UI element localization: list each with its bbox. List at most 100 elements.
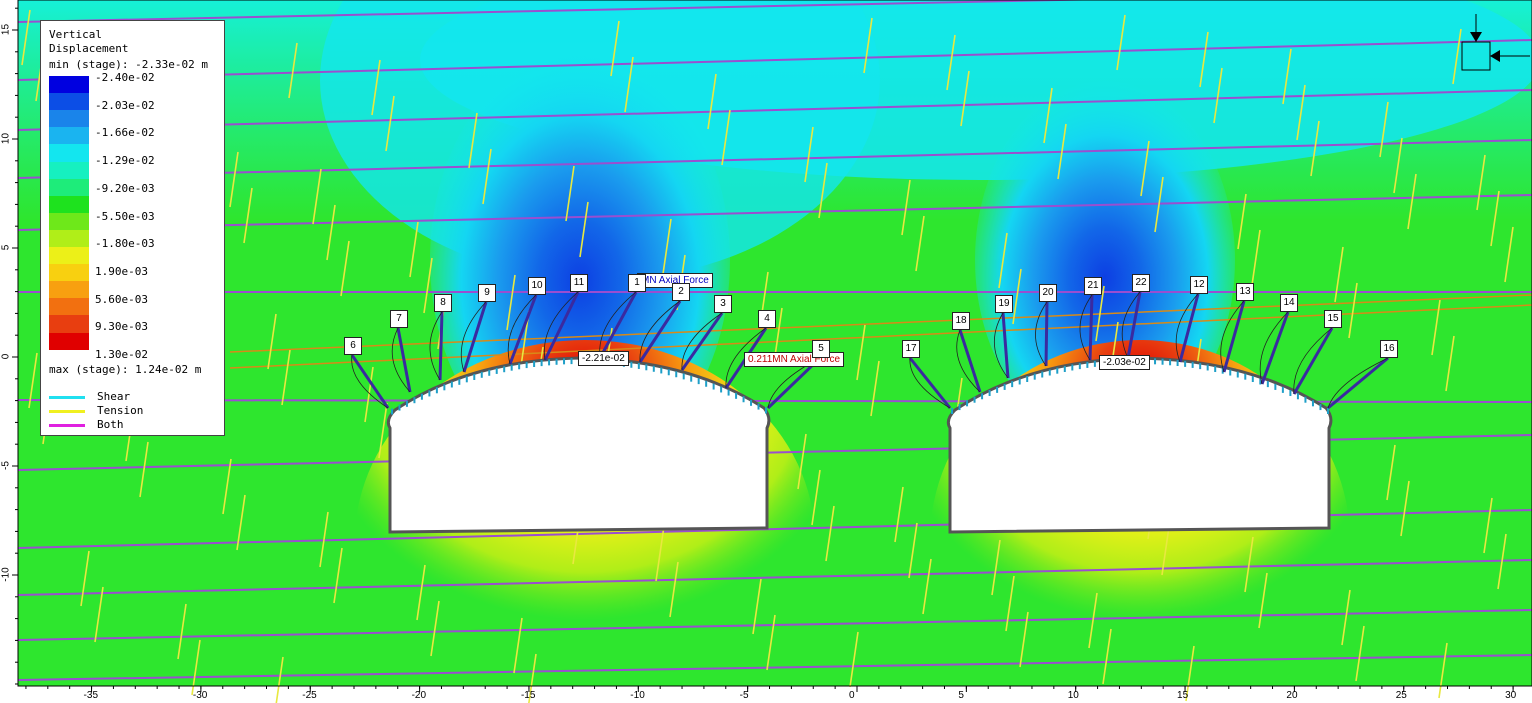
- yellow-joint-segment: [1185, 645, 1195, 702]
- yellow-joint-segment: [1258, 572, 1268, 629]
- yellow-joint-segment: [326, 204, 336, 261]
- legend-tick-label: -2.03e-02: [95, 98, 155, 112]
- displacement-label-left: -2.21e-02: [578, 351, 629, 366]
- yellow-joint-segment: [1019, 611, 1029, 668]
- displacement-label-right: -2.03e-02: [1099, 355, 1150, 370]
- axial-force-diagram: [1175, 293, 1199, 363]
- rock-bolt: [958, 329, 982, 393]
- yellow-joint-segment: [416, 564, 426, 621]
- axial-force-diagram: [1079, 294, 1093, 361]
- yellow-joint-segment: [430, 600, 440, 657]
- axial-force-diagram: [507, 294, 537, 365]
- bolt-number-label: 7: [390, 310, 408, 328]
- yellow-joint-segment: [1088, 592, 1098, 649]
- axial-force-diagram: [956, 329, 981, 393]
- bolt-number-label: 9: [478, 284, 496, 302]
- axial-force-diagram: [1035, 301, 1048, 367]
- yellow-joint-segment: [364, 366, 374, 423]
- yellow-joint-segment: [288, 42, 298, 99]
- legend-tick-label: -1.29e-02: [95, 154, 155, 168]
- legend-band: [49, 315, 89, 333]
- legend-tick-label: 1.30e-02: [95, 348, 148, 361]
- yellow-joint-segment: [766, 614, 776, 671]
- yellow-joint-segment: [1251, 229, 1261, 286]
- legend-band: [49, 247, 89, 265]
- rock-bolt: [508, 294, 538, 365]
- legend-band: [49, 195, 89, 214]
- yellow-joint-segment: [1095, 285, 1105, 342]
- yellow-joint-segment: [960, 70, 970, 127]
- legend-band: [49, 332, 89, 351]
- x-tick-label: -5: [739, 690, 749, 701]
- legend-band: [49, 110, 89, 128]
- yellow-joint-segment: [1199, 31, 1209, 88]
- yellow-joint-segment: [229, 151, 239, 208]
- x-tick-label: 20: [1286, 690, 1298, 701]
- yellow-joint-segment: [1431, 299, 1441, 356]
- legend-band: [49, 144, 89, 162]
- rock-bolt: [638, 300, 682, 363]
- yellow-joint-segment: [1504, 226, 1514, 283]
- axial-force-diagram: [460, 301, 487, 373]
- yellow-joint-segment: [482, 148, 492, 205]
- legend-band: [49, 93, 89, 111]
- bolt-number-label: 1: [628, 274, 646, 292]
- legend-key-tension: Tension: [49, 404, 143, 417]
- bolt-number-label: 12: [1190, 276, 1208, 294]
- rock-bolt: [462, 301, 488, 373]
- x-tick-label: 15: [1177, 690, 1189, 701]
- yellow-joint-segment: [1005, 575, 1015, 632]
- yellow-joint-segment: [825, 505, 835, 562]
- axial-force-diagram: [543, 291, 579, 361]
- yellow-joint-segment: [1452, 28, 1462, 85]
- yellow-joint-segment: [319, 511, 329, 568]
- yellow-joint-segment: [1296, 84, 1306, 141]
- axial-force-diagram: [681, 312, 723, 371]
- tunnel-left: [386, 356, 771, 534]
- legend-tick-label: -1.80e-03: [95, 237, 155, 251]
- bolt-number-label: 20: [1039, 284, 1057, 302]
- yellow-joint-segment: [863, 17, 873, 74]
- yellow-joint-segment: [922, 558, 932, 615]
- rock-bolt: [1178, 293, 1200, 363]
- bolt-number-label: 10: [528, 277, 546, 295]
- yellow-joint-segment: [565, 165, 575, 222]
- rock-bolt: [396, 327, 412, 393]
- axial-force-diagram: [725, 327, 767, 389]
- rock-bolt: [1260, 311, 1290, 385]
- legend-tick-label: 1.90e-03: [95, 264, 148, 278]
- legend-band: [49, 298, 89, 316]
- y-tick-label: 5: [0, 244, 12, 251]
- bolt-number-label: 6: [344, 337, 362, 355]
- yellow-joint-segment: [1282, 48, 1292, 105]
- rock-bolt: [1088, 294, 1094, 361]
- yellow-joint-segment: [28, 352, 38, 409]
- yellow-joint-segment: [506, 274, 516, 331]
- yellow-joint-segment: [1237, 193, 1247, 250]
- x-tick-label: 10: [1067, 690, 1079, 701]
- yellow-joint-segment: [1057, 123, 1067, 180]
- legend-band: [49, 264, 89, 282]
- legend-band: [49, 127, 89, 145]
- yellow-joint-segment: [139, 441, 149, 498]
- x-tick-label: -10: [630, 690, 645, 701]
- bolt-number-label: 4: [758, 310, 776, 328]
- x-tick-label: 30: [1505, 690, 1517, 701]
- rock-bolt: [1001, 312, 1010, 379]
- axial-force-diagram: [1327, 357, 1389, 409]
- yellow-joint-segment: [80, 550, 90, 607]
- axial-force-diagram: [351, 354, 389, 409]
- yellow-joint-segment: [340, 240, 350, 297]
- yellow-joint-segment: [662, 218, 672, 275]
- legend-tick-label: -2.40e-02: [95, 71, 155, 84]
- yellow-joint-segment: [707, 73, 717, 130]
- yellow-joint-segment: [579, 201, 589, 258]
- yellow-joint-segment: [856, 324, 866, 381]
- yellow-joint-segment: [991, 539, 1001, 596]
- yellow-joint-segment: [669, 561, 679, 618]
- bolt-number-label: 8: [434, 294, 452, 312]
- yellow-joint-segment: [894, 486, 904, 543]
- bolt-number-label: 19: [995, 295, 1013, 313]
- yellow-joint-segment: [1244, 536, 1254, 593]
- rock-bolt: [543, 291, 580, 361]
